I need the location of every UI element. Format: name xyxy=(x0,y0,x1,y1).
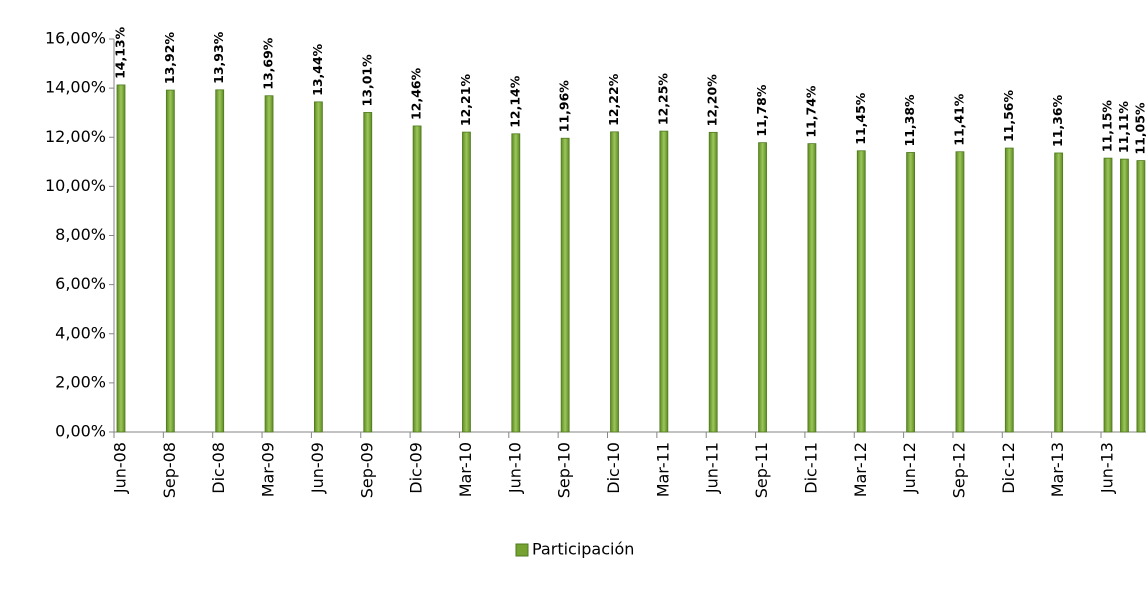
bar xyxy=(1120,158,1129,433)
x-tick-label: Sep-12 xyxy=(949,442,968,498)
y-tick-label: 16,00% xyxy=(45,29,106,48)
x-tick-label: Sep-11 xyxy=(752,442,771,498)
bar xyxy=(560,137,570,433)
bar xyxy=(708,131,718,433)
value-label: 12,21% xyxy=(458,74,473,127)
value-label: 13,92% xyxy=(162,32,177,85)
bar xyxy=(1004,147,1014,433)
bar xyxy=(1054,152,1064,433)
x-tick-label: Dic-11 xyxy=(801,442,820,494)
y-tick-label: 10,00% xyxy=(45,176,106,195)
bar xyxy=(906,152,915,433)
value-label: 13,93% xyxy=(211,31,226,84)
bar xyxy=(215,89,225,433)
value-label: 11,15% xyxy=(1100,100,1115,153)
legend-label: Participación xyxy=(532,540,634,559)
value-label: 11,78% xyxy=(754,84,769,137)
bar xyxy=(610,131,619,433)
bar xyxy=(462,131,471,433)
x-tick-label: Sep-09 xyxy=(357,442,376,498)
bar xyxy=(363,112,373,433)
value-label: 11,36% xyxy=(1050,94,1065,147)
x-tick-label: Sep-08 xyxy=(160,442,179,498)
value-label: 11,41% xyxy=(951,93,966,146)
bar xyxy=(955,151,965,433)
x-tick-label: Dic-12 xyxy=(999,442,1018,494)
x-tick-label: Jun-12 xyxy=(900,442,919,494)
bar xyxy=(856,150,866,433)
value-label: 11,45% xyxy=(853,92,868,145)
bar xyxy=(264,95,274,433)
value-label: 12,22% xyxy=(606,73,621,126)
value-label: 13,69% xyxy=(261,37,276,90)
value-label: 11,05% xyxy=(1132,102,1146,155)
bar xyxy=(313,101,323,433)
value-label: 11,11% xyxy=(1116,101,1131,154)
value-label: 12,20% xyxy=(705,74,720,127)
y-tick-label: 6,00% xyxy=(55,274,106,293)
y-tick-label: 14,00% xyxy=(45,78,106,97)
value-label: 12,14% xyxy=(507,75,522,128)
value-label: 11,96% xyxy=(557,80,572,133)
bar xyxy=(758,142,767,433)
x-tick-label: Jun-13 xyxy=(1098,442,1117,494)
x-tick-label: Mar-12 xyxy=(851,442,870,497)
value-label: 14,13% xyxy=(113,26,128,79)
bar xyxy=(412,125,422,433)
value-label: 12,46% xyxy=(409,67,424,120)
bar xyxy=(1136,160,1146,433)
x-tick-label: Sep-10 xyxy=(555,442,574,498)
y-tick-label: 12,00% xyxy=(45,127,106,146)
value-label: 13,01% xyxy=(359,54,374,107)
x-tick-label: Jun-11 xyxy=(703,442,722,494)
bar xyxy=(807,143,817,433)
x-tick-label: Jun-10 xyxy=(505,442,524,494)
y-tick-label: 8,00% xyxy=(55,225,106,244)
x-tick-label: Dic-09 xyxy=(407,442,426,494)
x-tick-label: Mar-09 xyxy=(259,442,278,497)
y-tick-label: 0,00% xyxy=(55,422,106,441)
value-label: 13,44% xyxy=(310,43,325,96)
x-tick-label: Dic-10 xyxy=(604,442,623,494)
bar xyxy=(1103,157,1113,433)
value-label: 12,25% xyxy=(655,73,670,126)
value-label: 11,38% xyxy=(902,94,917,147)
x-tick-label: Mar-11 xyxy=(653,442,672,497)
x-tick-label: Jun-08 xyxy=(111,442,130,494)
y-tick-label: 2,00% xyxy=(55,372,106,391)
x-tick-label: Mar-13 xyxy=(1048,442,1067,497)
x-tick-label: Dic-08 xyxy=(209,442,228,494)
x-tick-label: Mar-10 xyxy=(456,442,475,497)
bar xyxy=(165,89,175,433)
bar xyxy=(659,130,669,433)
x-tick-label: Jun-09 xyxy=(308,442,327,494)
value-label: 11,74% xyxy=(803,85,818,138)
bar xyxy=(511,133,521,433)
bar xyxy=(116,84,126,433)
y-tick-label: 4,00% xyxy=(55,323,106,342)
legend-swatch xyxy=(515,543,529,557)
value-label: 11,56% xyxy=(1001,90,1016,143)
